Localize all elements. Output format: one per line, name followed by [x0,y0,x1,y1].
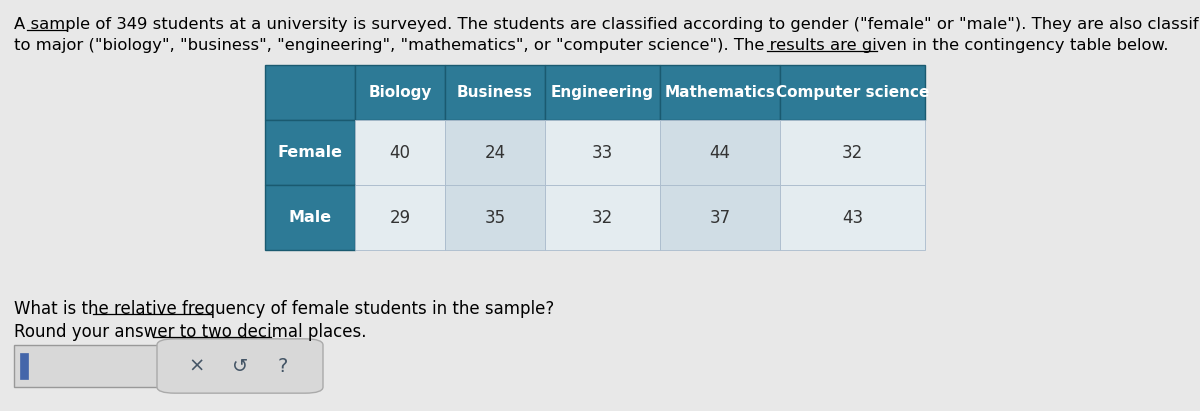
Text: 32: 32 [842,143,863,162]
Text: Mathematics: Mathematics [665,85,775,100]
Text: Business: Business [457,85,533,100]
Text: Engineering: Engineering [551,85,654,100]
Text: Female: Female [277,145,342,160]
Bar [445,120,545,185]
Bar [545,185,660,250]
Text: 37: 37 [709,208,731,226]
Bar [445,185,545,250]
Text: ?: ? [278,356,288,376]
Bar [445,65,545,120]
Bar [355,120,445,185]
Bar [660,65,780,120]
Bar [545,120,660,185]
Text: 44: 44 [709,143,731,162]
Bar [780,120,925,185]
Text: What is the relative frequency of female students in the sample?: What is the relative frequency of female… [14,300,554,318]
Text: 43: 43 [842,208,863,226]
Bar [14,345,158,387]
Text: ×: × [188,356,205,376]
Text: A sample of 349 students at a university is surveyed. The students are classifie: A sample of 349 students at a university… [14,17,1200,32]
Text: 24: 24 [485,143,505,162]
Text: 35: 35 [485,208,505,226]
Text: 33: 33 [592,143,613,162]
Text: to major ("biology", "business", "engineering", "mathematics", or "computer scie: to major ("biology", "business", "engine… [14,38,1169,53]
Bar [355,185,445,250]
Bar [265,120,355,185]
Text: ↺: ↺ [232,356,248,376]
Text: 40: 40 [390,143,410,162]
Text: 29: 29 [390,208,410,226]
Bar [660,185,780,250]
Text: Male: Male [288,210,331,225]
Bar [780,185,925,250]
Bar [355,65,445,120]
Bar [780,65,925,120]
Bar [20,353,28,379]
Text: Computer science: Computer science [776,85,929,100]
Bar [660,120,780,185]
Bar [545,65,660,120]
Text: Biology: Biology [368,85,432,100]
Bar [265,185,355,250]
Bar [265,65,355,120]
FancyBboxPatch shape [157,339,323,393]
Text: Round your answer to two decimal places.: Round your answer to two decimal places. [14,323,366,341]
Text: 32: 32 [592,208,613,226]
